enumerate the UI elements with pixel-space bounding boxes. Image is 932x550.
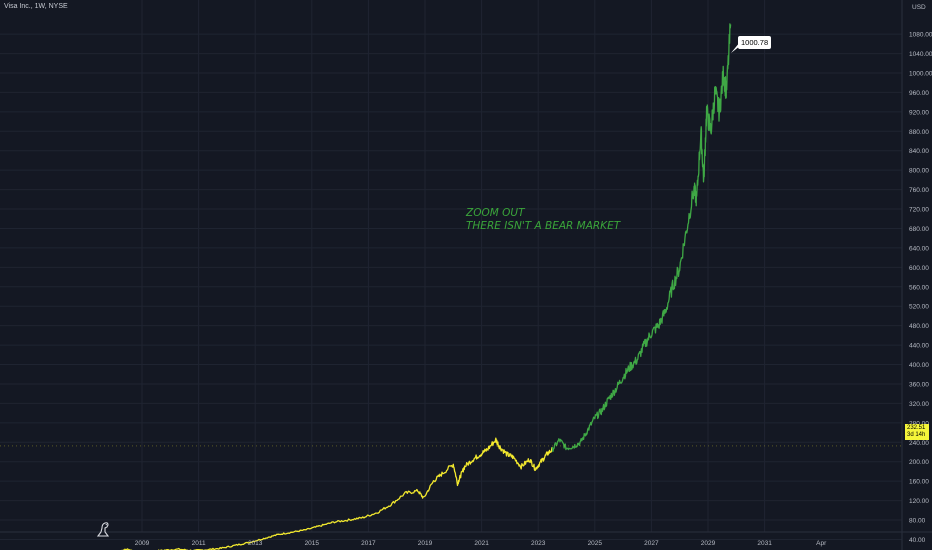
chart-annotation: ZOOM OUT THERE ISN'T A BEAR MARKET: [466, 207, 620, 232]
projected-price-line: [551, 23, 732, 453]
price-series: [0, 23, 902, 550]
callout-pointer: [731, 42, 740, 53]
y-tick-label: 960.00: [909, 90, 929, 97]
bar-countdown: 3d 14h: [907, 432, 926, 438]
y-tick-label: 480.00: [909, 323, 929, 330]
y-tick-label: 880.00: [909, 129, 929, 136]
x-tick-label: 2011: [192, 540, 206, 547]
last-price-tag: 232.51 3d 14h: [905, 424, 929, 440]
price-callout-label: 1000.78: [738, 36, 772, 49]
x-tick-label: 2029: [701, 540, 716, 547]
y-tick-label: 840.00: [909, 148, 929, 155]
chart-title: Visa Inc., 1W, NYSE: [4, 3, 68, 10]
y-tick-label: 320.00: [909, 401, 929, 408]
price-axis[interactable]: 40.00 80.00 120.00 160.00 200.00 240.00 280.00…: [909, 4, 932, 544]
y-tick-label: 800.00: [909, 168, 929, 175]
y-tick-label: 360.00: [909, 381, 929, 388]
x-tick-label: 2017: [361, 540, 376, 547]
y-tick-label: 520.00: [909, 304, 929, 311]
y-tick-label: 760.00: [909, 187, 929, 194]
x-tick-label: 2021: [474, 540, 489, 547]
historical-price-line: [120, 437, 554, 550]
x-tick-label: 2015: [305, 540, 320, 547]
x-tick-label: 2031: [757, 540, 772, 547]
x-tick-label: 2013: [248, 540, 263, 547]
y-tick-label: 720.00: [909, 207, 929, 214]
annotation-line-1: ZOOM OUT: [466, 207, 525, 219]
y-tick-label: 1000.00: [909, 71, 932, 78]
y-tick-label: 1080.00: [909, 32, 932, 39]
y-tick-label: 600.00: [909, 265, 929, 272]
x-tick-label: 2009: [135, 540, 150, 547]
y-tick-label: 440.00: [909, 343, 929, 350]
y-axis-unit: USD: [912, 4, 926, 11]
y-tick-label: 280.00: [909, 420, 929, 427]
y-tick-label: 40.00: [909, 537, 926, 544]
y-tick-label: 920.00: [909, 109, 929, 116]
x-tick-label: 2019: [418, 540, 433, 547]
y-tick-label: 240.00: [909, 440, 929, 447]
y-tick-label: 160.00: [909, 479, 929, 486]
x-tick-label: 2027: [644, 540, 659, 547]
y-tick-label: 680.00: [909, 226, 929, 233]
last-price-value: 232.51: [907, 425, 926, 431]
y-tick-label: 1040.00: [909, 51, 932, 58]
y-tick-label: 200.00: [909, 459, 929, 466]
annotation-line-2: THERE ISN'T A BEAR MARKET: [466, 219, 621, 232]
y-tick-label: 640.00: [909, 245, 929, 252]
time-axis[interactable]: 2009 2011 2013 2015 2017 2019 2021 2023 2025 2027…: [135, 540, 827, 547]
x-tick-label: 2025: [588, 540, 603, 547]
dinosaur-logo-icon[interactable]: [96, 520, 112, 538]
y-tick-label: 120.00: [909, 498, 929, 505]
x-tick-label: Apr: [816, 540, 827, 547]
y-tick-label: 400.00: [909, 362, 929, 369]
y-tick-label: 80.00: [909, 518, 926, 525]
x-tick-label: 2023: [531, 540, 546, 547]
y-tick-label: 560.00: [909, 284, 929, 291]
